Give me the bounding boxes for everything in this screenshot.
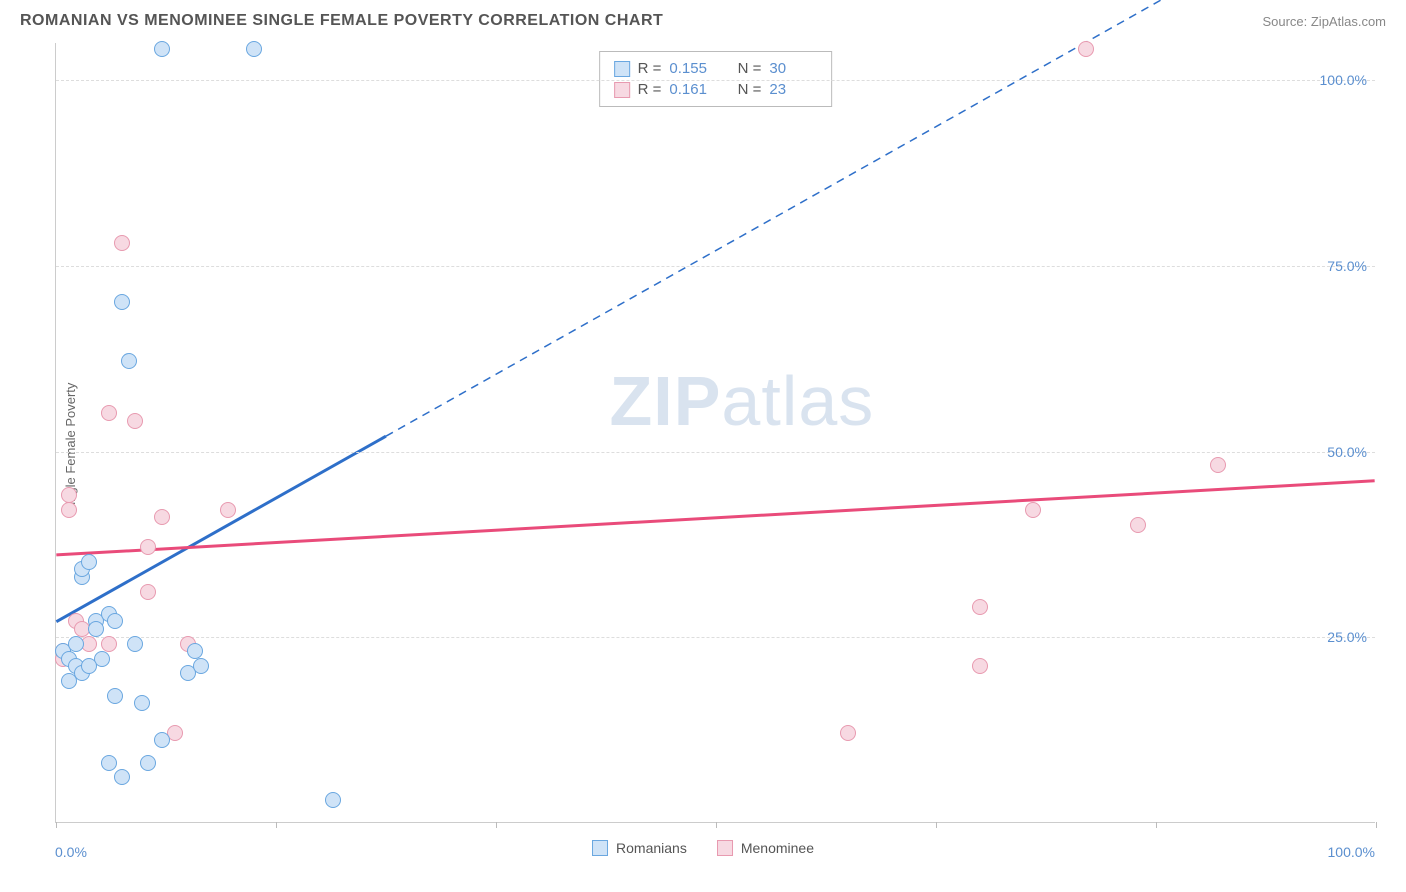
- scatter-point-menominee: [61, 487, 77, 503]
- x-tick: [1376, 822, 1377, 828]
- x-tick: [716, 822, 717, 828]
- legend-row-menominee: R = 0.161 N = 23: [614, 79, 818, 100]
- x-tick: [936, 822, 937, 828]
- scatter-point-romanians: [127, 636, 143, 652]
- scatter-point-menominee: [154, 509, 170, 525]
- y-tick-label: 25.0%: [1327, 629, 1367, 645]
- scatter-point-menominee: [1078, 41, 1094, 57]
- legend-item-romanians: Romanians: [592, 840, 687, 856]
- scatter-point-menominee: [972, 658, 988, 674]
- scatter-point-menominee: [101, 636, 117, 652]
- gridline: [56, 637, 1375, 638]
- scatter-point-menominee: [840, 725, 856, 741]
- swatch-romanians: [614, 61, 630, 77]
- gridline: [56, 452, 1375, 453]
- source-attribution: Source: ZipAtlas.com: [1262, 14, 1386, 29]
- scatter-point-romanians: [101, 755, 117, 771]
- scatter-point-romanians: [107, 613, 123, 629]
- scatter-point-romanians: [154, 732, 170, 748]
- scatter-point-menominee: [101, 405, 117, 421]
- legend-row-romanians: R = 0.155 N = 30: [614, 58, 818, 79]
- scatter-point-romanians: [121, 353, 137, 369]
- y-tick-label: 50.0%: [1327, 444, 1367, 460]
- scatter-point-romanians: [187, 643, 203, 659]
- watermark: ZIPatlas: [609, 361, 874, 441]
- x-axis-max-label: 100.0%: [1328, 844, 1375, 860]
- scatter-point-menominee: [1210, 457, 1226, 473]
- swatch-romanians-bottom: [592, 840, 608, 856]
- r-value-menominee: 0.161: [669, 81, 717, 98]
- x-tick: [56, 822, 57, 828]
- scatter-point-romanians: [246, 41, 262, 57]
- scatter-point-menominee: [114, 235, 130, 251]
- scatter-point-menominee: [220, 502, 236, 518]
- scatter-point-romanians: [140, 755, 156, 771]
- y-tick-label: 100.0%: [1320, 72, 1367, 88]
- scatter-point-romanians: [154, 41, 170, 57]
- scatter-point-menominee: [61, 502, 77, 518]
- n-value-romanians: 30: [769, 60, 817, 77]
- scatter-point-romanians: [114, 294, 130, 310]
- scatter-point-romanians: [81, 658, 97, 674]
- series-legend: Romanians Menominee: [592, 840, 814, 856]
- scatter-point-romanians: [114, 769, 130, 785]
- scatter-point-romanians: [68, 636, 84, 652]
- y-tick-label: 75.0%: [1327, 258, 1367, 274]
- correlation-legend: R = 0.155 N = 30 R = 0.161 N = 23: [599, 51, 833, 107]
- legend-label-menominee: Menominee: [741, 840, 814, 856]
- plot-area: ZIPatlas R = 0.155 N = 30 R = 0.161 N = …: [55, 43, 1375, 823]
- scatter-point-romanians: [81, 554, 97, 570]
- scatter-point-menominee: [140, 584, 156, 600]
- x-tick: [496, 822, 497, 828]
- n-value-menominee: 23: [769, 81, 817, 98]
- swatch-menominee: [614, 82, 630, 98]
- x-axis-min-label: 0.0%: [55, 844, 87, 860]
- gridline: [56, 266, 1375, 267]
- scatter-point-romanians: [134, 695, 150, 711]
- legend-item-menominee: Menominee: [717, 840, 814, 856]
- scatter-point-menominee: [972, 599, 988, 615]
- scatter-point-romanians: [107, 688, 123, 704]
- chart-container: Single Female Poverty ZIPatlas R = 0.155…: [13, 38, 1393, 858]
- scatter-point-menominee: [1130, 517, 1146, 533]
- trend-lines-layer: [56, 43, 1375, 822]
- r-value-romanians: 0.155: [669, 60, 717, 77]
- gridline: [56, 80, 1375, 81]
- scatter-point-menominee: [127, 413, 143, 429]
- chart-title: ROMANIAN VS MENOMINEE SINGLE FEMALE POVE…: [20, 12, 663, 30]
- scatter-point-romanians: [88, 621, 104, 637]
- scatter-point-menominee: [1025, 502, 1041, 518]
- swatch-menominee-bottom: [717, 840, 733, 856]
- x-tick: [276, 822, 277, 828]
- scatter-point-romanians: [325, 792, 341, 808]
- scatter-point-menominee: [140, 539, 156, 555]
- x-tick: [1156, 822, 1157, 828]
- legend-label-romanians: Romanians: [616, 840, 687, 856]
- scatter-point-romanians: [193, 658, 209, 674]
